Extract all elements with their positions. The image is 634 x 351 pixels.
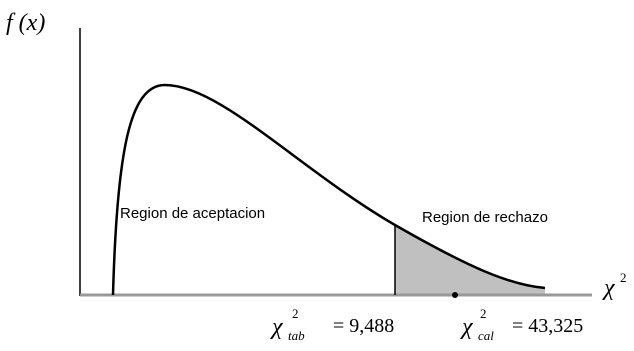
acceptance-label: Region de aceptacion bbox=[120, 205, 265, 222]
density-curve bbox=[111, 83, 546, 296]
x-axis-exponent: 2 bbox=[620, 270, 627, 285]
marker-symbol: χ bbox=[270, 314, 284, 340]
marker-exponent: 2 bbox=[480, 306, 487, 321]
marker-value: = 43,325 bbox=[512, 315, 583, 337]
y-axis-label: f (x) bbox=[6, 10, 45, 36]
marker-subscript: tab bbox=[288, 328, 305, 343]
calculated-point bbox=[452, 292, 458, 298]
marker-subscript: cal bbox=[478, 328, 494, 343]
marker-symbol: χ bbox=[460, 314, 474, 340]
marker-exponent: 2 bbox=[292, 306, 299, 321]
marker-value: = 9,488 bbox=[333, 315, 394, 337]
rejection-label: Region de rechazo bbox=[422, 209, 548, 226]
rejection-area bbox=[395, 225, 545, 295]
x-axis-symbol: χ bbox=[602, 275, 616, 301]
